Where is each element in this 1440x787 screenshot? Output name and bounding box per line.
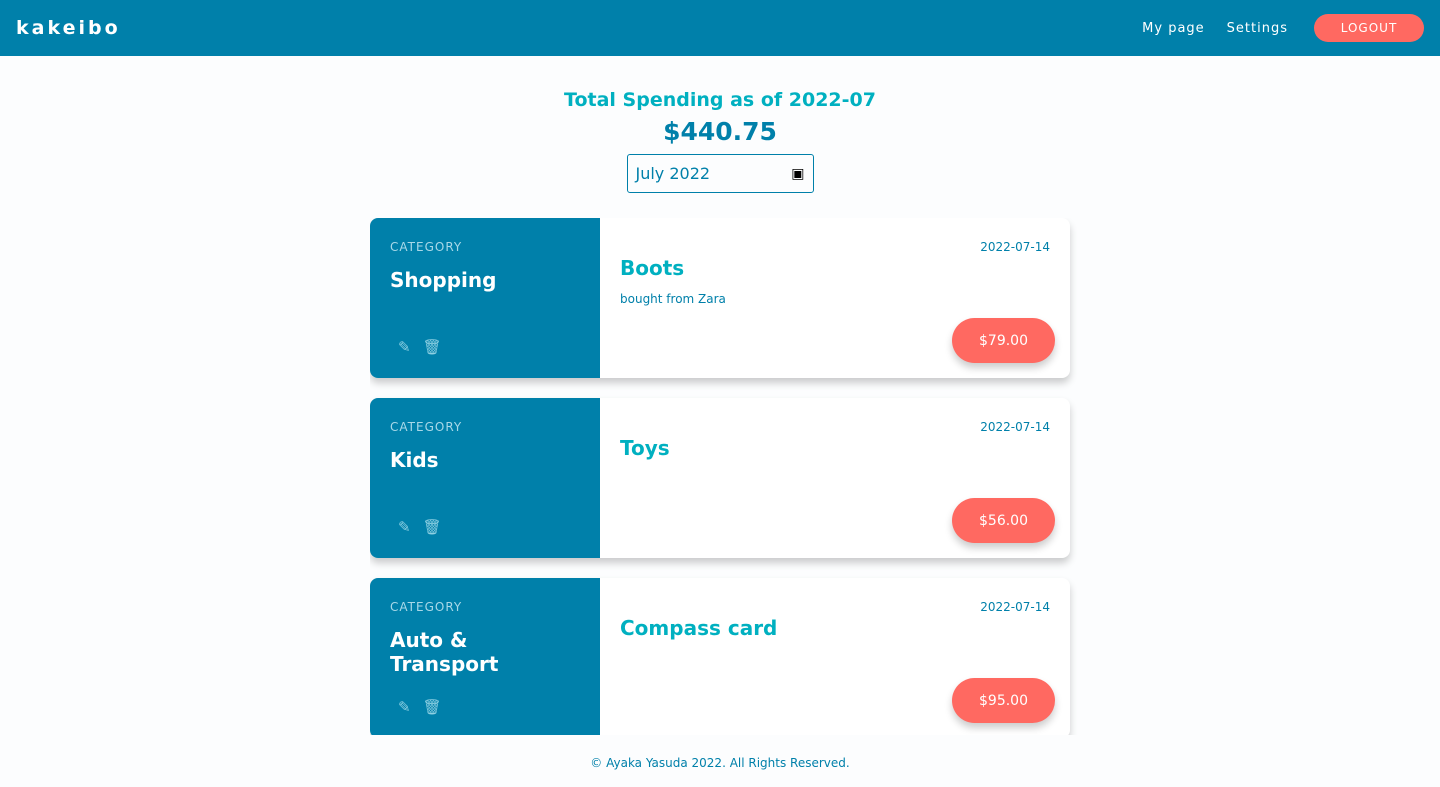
page-title: Total Spending as of 2022-07 — [564, 89, 876, 111]
logo[interactable]: kakeibo — [16, 17, 121, 39]
entry-card: CATEGORY Kids ✎ 🗑 2022-07-14 Toys $56.00 — [370, 398, 1070, 558]
navbar: kakeibo My page Settings LOGOUT — [0, 0, 1440, 56]
settings-link[interactable]: Settings — [1226, 20, 1288, 36]
month-input[interactable]: July 2022 ▣ — [626, 154, 814, 193]
amount-badge[interactable]: $56.00 — [952, 498, 1055, 543]
category-label: CATEGORY — [390, 420, 463, 434]
category-panel: CATEGORY Shopping ✎ 🗑 — [370, 218, 600, 378]
entry-list[interactable]: (function(){ const d=JSON.parse(document… — [370, 218, 1080, 735]
entry-date: 2022-07-14 — [980, 600, 1050, 614]
entry-name: Compass card — [620, 616, 778, 640]
amount-badge[interactable]: $79.00 — [952, 318, 1055, 363]
category-name: Shopping — [390, 268, 497, 292]
category-panel: CATEGORY Auto & Transport ✎ 🗑 — [370, 578, 600, 735]
category-label: CATEGORY — [390, 240, 463, 254]
total-amount: $440.75 — [663, 117, 777, 146]
month-value: July 2022 — [635, 164, 711, 183]
entry-card: CATEGORY Auto & Transport ✎ 🗑 2022-07-14 … — [370, 578, 1070, 735]
category-label: CATEGORY — [390, 600, 463, 614]
edit-icon[interactable]: ✎ — [398, 338, 411, 356]
footer: © Ayaka Yasuda 2022. All Rights Reserved… — [590, 756, 850, 770]
trash-icon[interactable]: 🗑 — [422, 518, 442, 536]
entry-details: 2022-07-14 Compass card $95.00 — [600, 578, 1070, 735]
category-panel: CATEGORY Kids ✎ 🗑 — [370, 398, 600, 558]
entry-name: Toys — [620, 436, 670, 460]
trash-icon[interactable]: 🗑 — [422, 338, 442, 356]
logout-button[interactable]: LOGOUT — [1314, 14, 1424, 42]
trash-icon[interactable]: 🗑 — [422, 698, 442, 716]
entry-card: CATEGORY Shopping ✎ 🗑 2022-07-14 Boots bo… — [370, 218, 1070, 378]
edit-icon[interactable]: ✎ — [398, 698, 411, 716]
my-page-link[interactable]: My page — [1142, 20, 1205, 36]
entry-note: bought from Zara — [620, 292, 726, 306]
entry-details: 2022-07-14 Toys $56.00 — [600, 398, 1070, 558]
edit-icon[interactable]: ✎ — [398, 518, 411, 536]
category-name: Auto & Transport — [390, 628, 499, 676]
calendar-icon[interactable]: ▣ — [791, 165, 805, 182]
entry-name: Boots — [620, 256, 685, 280]
entry-details: 2022-07-14 Boots bought from Zara $79.00 — [600, 218, 1070, 378]
category-name: Kids — [390, 448, 439, 472]
entry-date: 2022-07-14 — [980, 240, 1050, 254]
entry-date: 2022-07-14 — [980, 420, 1050, 434]
amount-badge[interactable]: $95.00 — [952, 678, 1055, 723]
